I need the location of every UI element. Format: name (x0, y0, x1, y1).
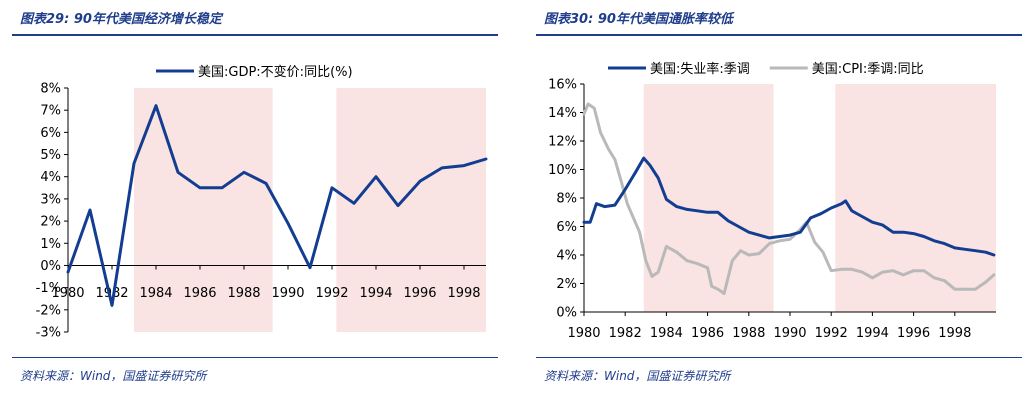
y-tick-label: 1% (40, 237, 61, 252)
chart-title: 图表30: 90年代美国通胀率较低 (544, 12, 733, 27)
y-tick-label: 5% (40, 148, 61, 163)
shaded-period (835, 84, 996, 312)
y-tick-label: 0% (40, 259, 61, 274)
inflation-chart: 0% 2% 4% 6% 8% 10% 12% 14% 16% 1980 1982 1984 1986 19… (548, 61, 996, 341)
legend-label: 美国:失业率:季调 (650, 61, 750, 77)
chart-panel-gdp: 图表29: 90年代美国经济增长稳定 -3% -2% -1% 0% 1% 2% 3% 4% 5%… (0, 0, 500, 400)
legend-label: 美国:GDP:不变价:同比(%) (198, 64, 353, 80)
x-tick-label: 1984 (139, 286, 172, 301)
y-tick-label: 6% (556, 220, 577, 235)
y-tick-label: 7% (40, 104, 61, 119)
legend-label: 美国:CPI:季调:同比 (812, 62, 924, 77)
y-tick-label: -3% (36, 326, 61, 341)
x-tick-label: 1994 (856, 326, 889, 341)
x-tick-label: 1982 (95, 286, 128, 301)
x-tick-label: 1988 (227, 286, 260, 301)
shaded-period (134, 88, 273, 332)
y-tick-label: -2% (36, 303, 61, 318)
x-tick-label: 1986 (691, 326, 724, 341)
y-tick-label: 6% (40, 126, 61, 141)
x-tick-label: 1986 (183, 286, 216, 301)
chart-source: 资料来源：Wind，国盛证券研究所 (20, 369, 207, 383)
x-tick-label: 1996 (403, 286, 436, 301)
y-tick-label: 4% (556, 249, 577, 264)
y-tick-label: 2% (40, 215, 61, 230)
y-tick-label: 8% (40, 82, 61, 97)
x-tick-label: 1992 (815, 326, 848, 341)
shaded-period (336, 88, 486, 332)
series-line (582, 156, 996, 257)
x-tick-label: 1988 (732, 326, 765, 341)
chart-panel-inflation: 图表30: 90年代美国通胀率较低 0% 2% 4% 6% 8% 10% 12% 14% 16%… (524, 0, 1024, 400)
y-tick-label: 16% (548, 78, 577, 93)
source-rule (12, 357, 498, 358)
y-tick-label: 0% (556, 306, 577, 321)
x-tick-label: 1984 (650, 326, 683, 341)
chart-source: 资料来源：Wind，国盛证券研究所 (544, 369, 731, 383)
chart-title: 图表29: 90年代美国经济增长稳定 (20, 12, 222, 27)
x-tick-label: 1998 (447, 286, 480, 301)
y-tick-label: 8% (556, 192, 577, 207)
y-tick-label: -1% (36, 281, 61, 296)
y-tick-label: 4% (40, 170, 61, 185)
gdp-chart: -3% -2% -1% 0% 1% 2% 3% 4% 5% 6% 7% 8% 1980 1982 1984 1… (36, 64, 488, 341)
title-rule (536, 34, 1022, 36)
x-tick-label: 1980 (567, 326, 600, 341)
series-line (582, 102, 996, 295)
y-tick-label: 2% (556, 277, 577, 292)
x-tick-label: 1982 (609, 326, 642, 341)
x-tick-label: 1990 (271, 286, 304, 301)
y-tick-label: 10% (548, 163, 577, 178)
y-tick-label: 12% (548, 135, 577, 150)
x-tick-label: 1994 (359, 286, 392, 301)
y-tick-label: 3% (40, 192, 61, 207)
x-tick-label: 1992 (315, 286, 348, 301)
x-tick-label: 1996 (897, 326, 930, 341)
title-rule (12, 34, 498, 36)
y-tick-label: 14% (548, 106, 577, 121)
source-rule (536, 357, 1022, 358)
x-tick-label: 1980 (51, 286, 84, 301)
x-tick-label: 1998 (938, 326, 971, 341)
series-line (66, 104, 488, 307)
x-tick-label: 1990 (773, 326, 806, 341)
